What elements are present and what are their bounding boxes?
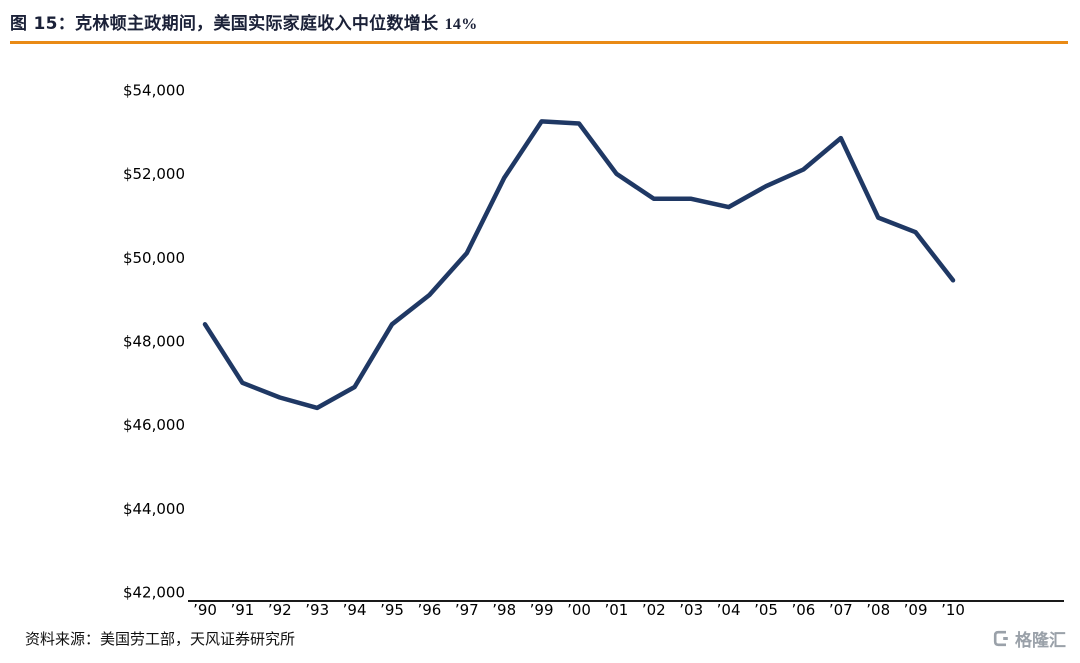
chart-area: $42,000 $44,000 $46,000 $48,000 $50,000 $52,0… <box>0 44 1080 620</box>
y-tick-label: $48,000 <box>123 333 185 351</box>
source-note: 资料来源：美国劳工部，天风证券研究所 <box>25 630 296 648</box>
y-tick-label: $52,000 <box>123 165 185 183</box>
x-tick-label: ’10 <box>941 601 965 619</box>
x-tick-label: ’05 <box>754 601 778 619</box>
x-tick-label: ’00 <box>567 601 591 619</box>
x-tick-label: ’95 <box>380 601 404 619</box>
figure-title-value: 14% <box>444 16 478 33</box>
x-tick-label: ’01 <box>604 601 628 619</box>
y-tick-label: $46,000 <box>123 416 185 434</box>
x-tick-label: ’90 <box>193 601 217 619</box>
y-axis-labels: $42,000 $44,000 $46,000 $48,000 $50,000 $52,0… <box>123 82 185 602</box>
x-tick-label: ’07 <box>829 601 853 619</box>
x-tick-label: ’99 <box>530 601 554 619</box>
x-tick-label: ’02 <box>642 601 666 619</box>
x-tick-label: ’03 <box>679 601 703 619</box>
x-tick-label: ’92 <box>268 601 292 619</box>
gelonghui-logo-text: 格隆汇 <box>1015 631 1066 651</box>
x-tick-label: ’94 <box>343 601 367 619</box>
y-tick-label: $54,000 <box>123 82 185 100</box>
y-tick-label: $44,000 <box>123 500 185 518</box>
gelonghui-logo: 格隆汇 <box>992 626 1066 651</box>
x-tick-label: ’09 <box>904 601 928 619</box>
x-tick-label: ’06 <box>791 601 815 619</box>
figure-title: 图 15：克林顿主政期间，美国实际家庭收入中位数增长 14% <box>10 9 1068 34</box>
figure-footer: 资料来源：美国劳工部，天风证券研究所 格隆汇 <box>0 620 1080 663</box>
figure-header: 图 15：克林顿主政期间，美国实际家庭收入中位数增长 14% <box>0 0 1080 44</box>
gelonghui-logo-icon <box>992 629 1011 648</box>
header-divider <box>10 41 1068 44</box>
x-axis-labels: ’90 ’91 ’92 ’93 ’94 ’95 ’96 ’97 ’98 ’99 ’00 ’01 ’02 ’… <box>193 601 965 619</box>
x-tick-label: ’08 <box>866 601 890 619</box>
x-tick-label: ’93 <box>305 601 329 619</box>
figure-title-text: 克林顿主政期间，美国实际家庭收入中位数增长 <box>75 14 439 34</box>
x-tick-label: ’04 <box>717 601 741 619</box>
x-tick-label: ’97 <box>455 601 479 619</box>
x-tick-label: ’96 <box>417 601 441 619</box>
x-tick-label: ’91 <box>230 601 254 619</box>
figure-number: 图 15： <box>10 14 76 34</box>
x-tick-label: ’98 <box>492 601 516 619</box>
y-tick-label: $42,000 <box>123 584 185 602</box>
y-tick-label: $50,000 <box>123 249 185 267</box>
line-chart: $42,000 $44,000 $46,000 $48,000 $50,000 $52,0… <box>123 82 1064 619</box>
income-line-series <box>202 119 956 411</box>
